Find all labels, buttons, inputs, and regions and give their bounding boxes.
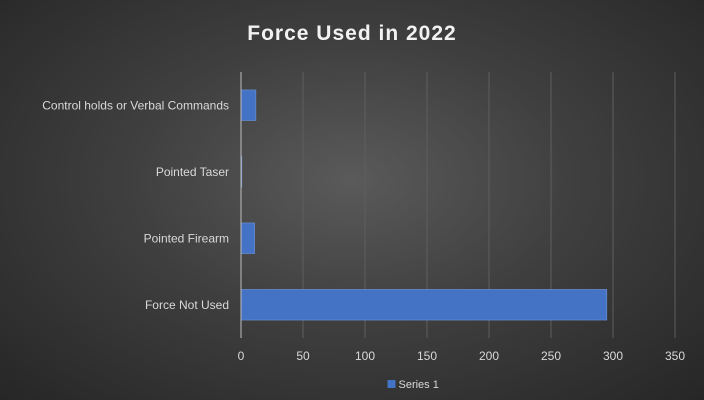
category-label: Pointed Firearm [144,231,229,245]
legend-swatch [387,380,396,388]
bar [240,89,257,121]
chart-title: Force Used in 2022 [247,22,457,45]
bar [240,222,255,254]
x-tick-label: 200 [479,349,499,363]
category-label: Pointed Taser [156,165,229,179]
x-tick-label: 0 [238,349,245,363]
x-tick-label: 250 [541,349,561,363]
legend-label: Series 1 [399,379,439,391]
x-tick-label: 300 [603,349,623,363]
x-tick-label: 50 [296,349,310,363]
category-label: Force Not Used [145,298,229,312]
category-label: Control holds or Verbal Commands [42,98,229,112]
bar [240,289,608,321]
x-tick-label: 100 [355,349,375,363]
x-tick-label: 350 [665,349,685,363]
x-tick-label: 150 [417,349,437,363]
